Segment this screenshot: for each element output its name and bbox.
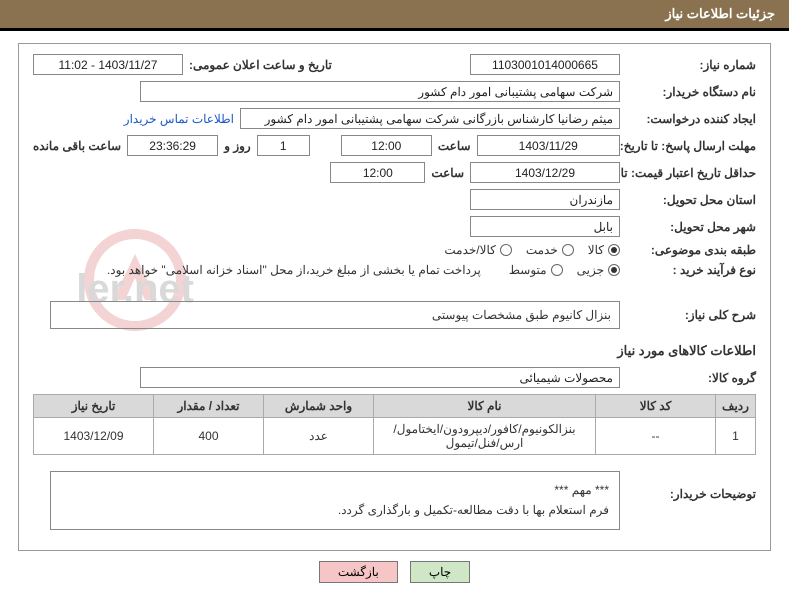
- city-label: شهر محل تحویل:: [626, 220, 756, 234]
- province-label: استان محل تحویل:: [626, 193, 756, 207]
- hour-label-2: ساعت: [431, 166, 464, 180]
- buyer-notes-line1: *** مهم ***: [61, 480, 609, 500]
- row-category: طبقه بندی موضوعی: کالا خدمت کالا/خدمت: [33, 243, 756, 257]
- group-value: محصولات شیمیائی: [140, 367, 620, 388]
- procurement-radios: جزیی متوسط: [509, 263, 620, 277]
- row-province: استان محل تحویل: مازندران: [33, 189, 756, 210]
- radio-goods-label: کالا: [588, 243, 604, 257]
- radio-medium[interactable]: متوسط: [509, 263, 563, 277]
- reply-deadline-time: 12:00: [341, 135, 432, 156]
- page-title: جزئیات اطلاعات نیاز: [665, 6, 775, 21]
- radio-service-label: خدمت: [526, 243, 558, 257]
- cell-idx: 1: [716, 418, 756, 455]
- row-requester: ایجاد کننده درخواست: میثم رضانیا کارشناس…: [33, 108, 756, 129]
- form-container: AriaTender.net شماره نیاز: 1103001014000…: [18, 43, 771, 551]
- page-header: جزئیات اطلاعات نیاز: [0, 0, 789, 31]
- th-date: تاریخ نیاز: [34, 395, 154, 418]
- price-validity-date: 1403/12/29: [470, 162, 620, 183]
- radio-service[interactable]: خدمت: [526, 243, 574, 257]
- th-qty: تعداد / مقدار: [154, 395, 264, 418]
- cell-date: 1403/12/09: [34, 418, 154, 455]
- buyer-notes-line2: فرم استعلام بها با دقت مطالعه-تکمیل و با…: [61, 500, 609, 520]
- payment-note: پرداخت تمام یا بخشی از مبلغ خرید،از محل …: [107, 263, 481, 277]
- radio-goods-circle: [608, 244, 620, 256]
- price-validity-label: حداقل تاریخ اعتبار قیمت: تا تاریخ:: [626, 166, 756, 180]
- contact-link[interactable]: اطلاعات تماس خریدار: [124, 112, 234, 126]
- buyer-notes-box: *** مهم *** فرم استعلام بها با دقت مطالع…: [50, 471, 620, 530]
- time-remaining: 23:36:29: [127, 135, 218, 156]
- need-no-value: 1103001014000665: [470, 54, 620, 75]
- th-code: کد کالا: [596, 395, 716, 418]
- days-remaining: 1: [257, 135, 310, 156]
- announce-label: تاریخ و ساعت اعلان عمومی:: [189, 58, 332, 72]
- table-row: 1 -- بنزالکونیوم/کافور/دیپرودون/ایختامول…: [34, 418, 756, 455]
- time-remaining-label: ساعت باقی مانده: [33, 139, 121, 153]
- buyer-org-label: نام دستگاه خریدار:: [626, 85, 756, 99]
- radio-medium-circle: [551, 264, 563, 276]
- radio-medium-label: متوسط: [509, 263, 547, 277]
- buyer-org-value: شرکت سهامی پشتیبانی امور دام کشور: [140, 81, 620, 102]
- cell-unit: عدد: [264, 418, 374, 455]
- procurement-label: نوع فرآیند خرید :: [626, 263, 756, 277]
- row-reply-deadline: مهلت ارسال پاسخ: تا تاریخ: 1403/11/29 سا…: [33, 135, 756, 156]
- radio-service-circle: [562, 244, 574, 256]
- category-label: طبقه بندی موضوعی:: [626, 243, 756, 257]
- general-desc-value: بنزال کانیوم طبق مشخصات پیوستی: [50, 301, 620, 329]
- row-price-validity: حداقل تاریخ اعتبار قیمت: تا تاریخ: 1403/…: [33, 162, 756, 183]
- reply-deadline-date: 1403/11/29: [477, 135, 620, 156]
- row-buyer-notes: توضیحات خریدار: *** مهم *** فرم استعلام …: [33, 471, 756, 530]
- radio-goods[interactable]: کالا: [588, 243, 620, 257]
- cell-name: بنزالکونیوم/کافور/دیپرودون/ایختامول/ارس/…: [374, 418, 596, 455]
- radio-both[interactable]: کالا/خدمت: [444, 243, 511, 257]
- hour-label-1: ساعت: [438, 139, 471, 153]
- requester-label: ایجاد کننده درخواست:: [626, 112, 756, 126]
- reply-deadline-label: مهلت ارسال پاسخ: تا تاریخ:: [626, 139, 756, 153]
- city-value: بابل: [470, 216, 620, 237]
- goods-section-title: اطلاعات کالاهای مورد نیاز: [33, 343, 756, 359]
- row-city: شهر محل تحویل: بابل: [33, 216, 756, 237]
- table-header-row: ردیف کد کالا نام کالا واحد شمارش تعداد /…: [34, 395, 756, 418]
- province-value: مازندران: [470, 189, 620, 210]
- radio-small-label: جزیی: [577, 263, 604, 277]
- price-validity-time: 12:00: [330, 162, 425, 183]
- need-no-label: شماره نیاز:: [626, 58, 756, 72]
- action-bar: چاپ بازگشت: [0, 561, 789, 583]
- buyer-notes-label: توضیحات خریدار:: [626, 471, 756, 501]
- group-label: گروه کالا:: [626, 371, 756, 385]
- cell-code: --: [596, 418, 716, 455]
- radio-small-circle: [608, 264, 620, 276]
- th-name: نام کالا: [374, 395, 596, 418]
- back-button[interactable]: بازگشت: [319, 561, 398, 583]
- th-idx: ردیف: [716, 395, 756, 418]
- category-radios: کالا خدمت کالا/خدمت: [444, 243, 620, 257]
- announce-value: 1403/11/27 - 11:02: [33, 54, 183, 75]
- row-procurement: نوع فرآیند خرید : جزیی متوسط پرداخت تمام…: [33, 263, 756, 277]
- row-general-desc: شرح کلی نیاز: بنزال کانیوم طبق مشخصات پی…: [33, 301, 756, 329]
- row-need-no: شماره نیاز: 1103001014000665 تاریخ و ساع…: [33, 54, 756, 75]
- requester-value: میثم رضانیا کارشناس بازرگانی شرکت سهامی …: [240, 108, 620, 129]
- goods-table: ردیف کد کالا نام کالا واحد شمارش تعداد /…: [33, 394, 756, 455]
- th-unit: واحد شمارش: [264, 395, 374, 418]
- radio-both-label: کالا/خدمت: [444, 243, 495, 257]
- general-desc-label: شرح کلی نیاز:: [626, 308, 756, 322]
- radio-both-circle: [500, 244, 512, 256]
- days-and-label: روز و: [224, 139, 251, 153]
- row-group: گروه کالا: محصولات شیمیائی: [33, 367, 756, 388]
- radio-small[interactable]: جزیی: [577, 263, 620, 277]
- cell-qty: 400: [154, 418, 264, 455]
- row-buyer-org: نام دستگاه خریدار: شرکت سهامی پشتیبانی ا…: [33, 81, 756, 102]
- print-button[interactable]: چاپ: [410, 561, 470, 583]
